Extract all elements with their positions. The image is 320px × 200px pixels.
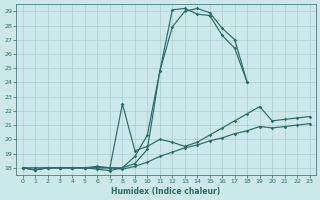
X-axis label: Humidex (Indice chaleur): Humidex (Indice chaleur) bbox=[111, 187, 221, 196]
